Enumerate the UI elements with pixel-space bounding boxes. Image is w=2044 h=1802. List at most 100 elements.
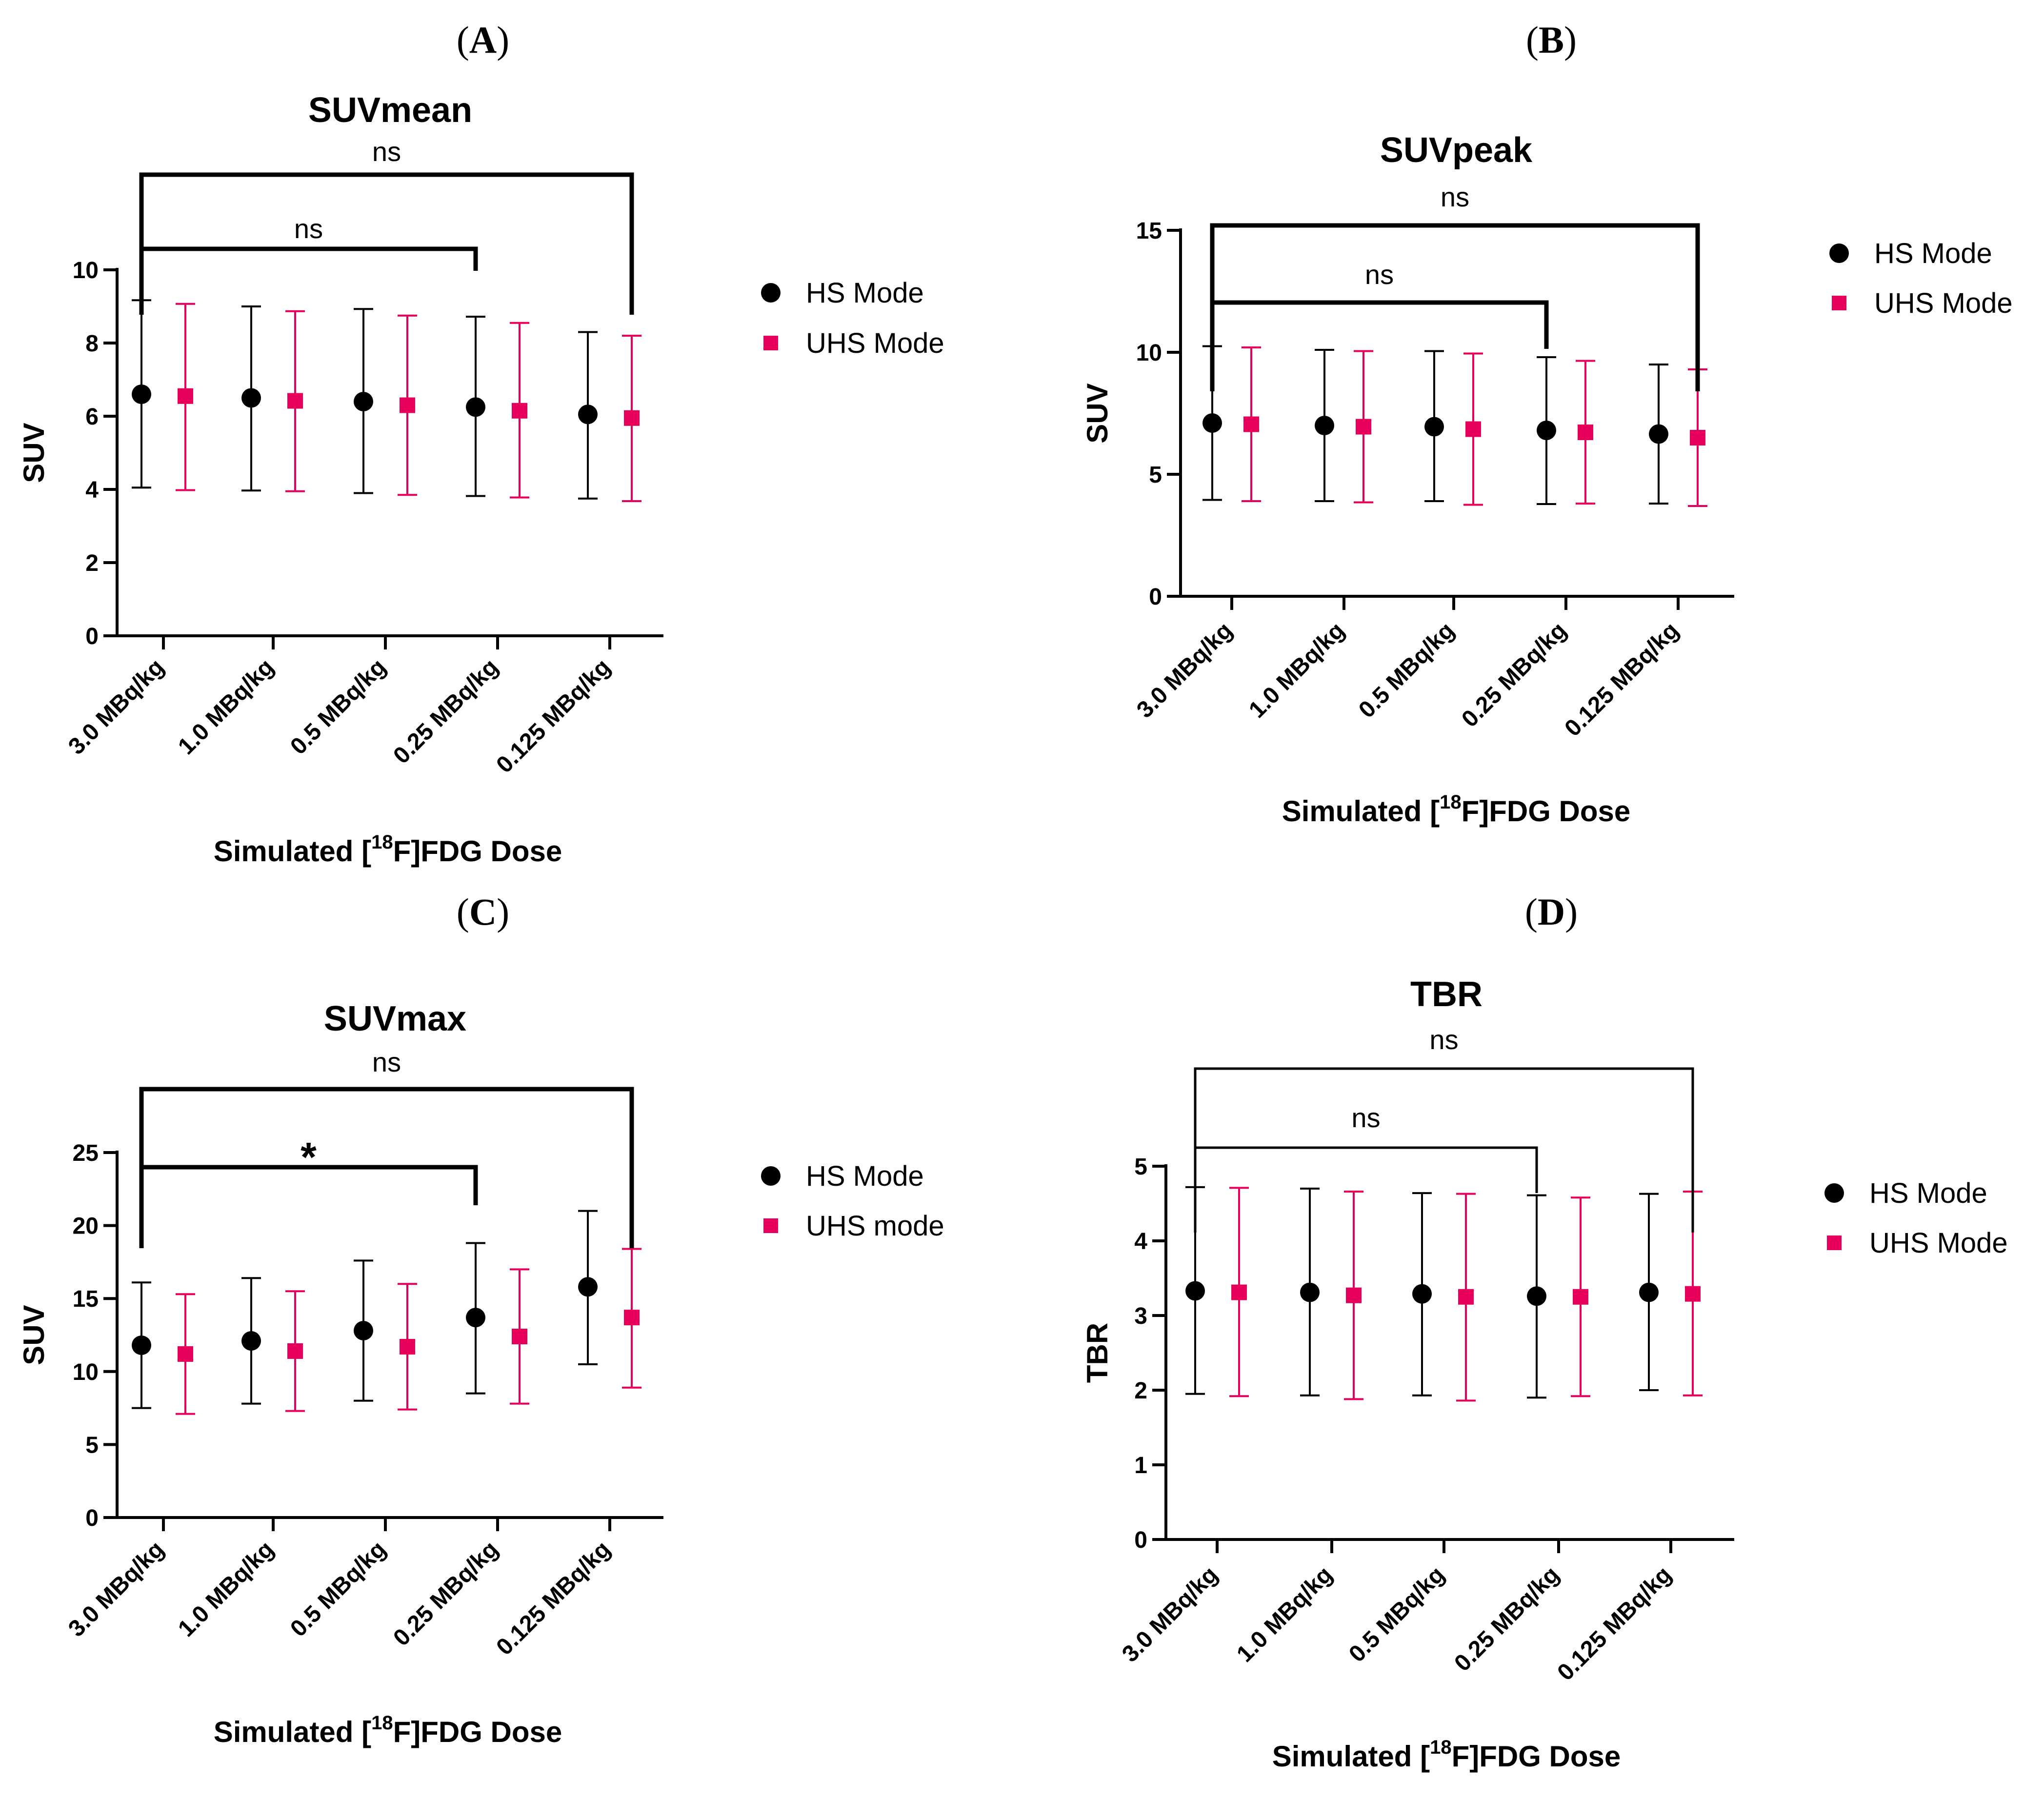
y-tick-label: 2 xyxy=(1134,1378,1147,1404)
significance-bracket xyxy=(1210,300,1549,349)
data-point-hs xyxy=(354,392,373,411)
chart-title: SUVmean xyxy=(308,91,472,130)
significance-label: ns xyxy=(1351,1102,1380,1133)
data-point-uhs xyxy=(178,388,193,404)
data-point-hs xyxy=(1412,1284,1432,1304)
legend-marker-hs xyxy=(761,1166,781,1186)
legend-marker-uhs xyxy=(1827,1235,1842,1250)
data-point-uhs xyxy=(287,1343,303,1359)
data-point-hs xyxy=(354,1321,373,1341)
chart-panel-d: (D) TBR 0 1 2 3 4 5 TBR 3.0 MBq/kg 1.0 MBq/kg 0.5 M… xyxy=(1081,891,2008,1773)
y-tick-label: 10 xyxy=(73,1359,99,1385)
data-point-uhs xyxy=(1356,419,1371,435)
legend: HS Mode UHS Mode xyxy=(1824,1177,2008,1259)
data-point-hs xyxy=(1424,417,1444,437)
data-point-uhs xyxy=(512,403,527,419)
legend: HS Mode UHS Mode xyxy=(761,277,944,359)
data-point-hs xyxy=(466,1308,485,1328)
x-tick-label: 0.25 MBq/kg xyxy=(1449,1561,1564,1677)
data-point-hs xyxy=(132,1335,151,1355)
significance-bracket xyxy=(139,246,478,271)
legend-marker-uhs xyxy=(1832,296,1846,310)
legend: HS Mode UHS Mode xyxy=(1829,238,2013,319)
data-point-uhs xyxy=(624,410,640,426)
x-tick-label: 0.25 MBq/kg xyxy=(388,1536,503,1651)
panel-letter: (A) xyxy=(457,19,509,61)
data-point-hs xyxy=(132,385,151,404)
data-point-uhs xyxy=(624,1310,640,1326)
chart-title: TBR xyxy=(1410,975,1483,1014)
data-point-uhs xyxy=(1243,416,1259,432)
legend: HS Mode UHS mode xyxy=(761,1160,944,1242)
y-axis-label: SUV xyxy=(18,423,50,483)
data-point-hs xyxy=(1537,421,1556,440)
data-point-hs xyxy=(1649,424,1668,444)
data-point-uhs xyxy=(512,1328,527,1344)
x-tick-label: 3.0 MBq/kg xyxy=(63,1536,169,1642)
data-point-uhs xyxy=(1578,425,1593,440)
x-tick-label: 0.125 MBq/kg xyxy=(1552,1561,1676,1685)
y-tick-label: 0 xyxy=(1134,1527,1147,1553)
legend-label-hs: HS Mode xyxy=(806,1160,924,1192)
y-tick-label: 8 xyxy=(85,331,99,357)
y-tick-label: 20 xyxy=(73,1214,99,1239)
chart-title: SUVpeak xyxy=(1380,131,1533,170)
y-tick-label: 2 xyxy=(85,550,99,576)
legend-label-uhs: UHS Mode xyxy=(1869,1227,2008,1259)
y-tick-label: 0 xyxy=(1149,584,1162,610)
legend-label-uhs: UHS mode xyxy=(806,1210,944,1242)
y-axis-label: SUV xyxy=(18,1305,50,1365)
data-point-uhs xyxy=(1685,1286,1701,1302)
legend-marker-uhs xyxy=(763,1218,778,1233)
significance-label: ns xyxy=(1365,259,1394,290)
significance-bracket xyxy=(139,1087,634,1248)
y-tick-label: 4 xyxy=(1134,1229,1147,1255)
chart-title: SUVmax xyxy=(324,999,466,1038)
significance-label: ns xyxy=(1429,1024,1458,1055)
data-point-uhs xyxy=(1690,430,1705,445)
y-tick-label: 5 xyxy=(85,1432,99,1458)
legend-label-uhs: UHS Mode xyxy=(1874,287,2013,319)
y-axis-label: TBR xyxy=(1081,1323,1114,1383)
x-tick-label: 3.0 MBq/kg xyxy=(63,654,169,760)
y-tick-label: 5 xyxy=(1134,1154,1147,1180)
legend-marker-uhs xyxy=(763,336,778,350)
significance-bracket xyxy=(1194,1146,1538,1193)
y-tick-label: 1 xyxy=(1134,1453,1147,1478)
x-tick-label: 0.5 MBq/kg xyxy=(285,1536,391,1642)
data-point-hs xyxy=(578,1277,598,1297)
x-axis-label: Simulated [18F]FDG Dose xyxy=(214,831,562,868)
data-point-hs xyxy=(241,388,261,408)
legend-marker-hs xyxy=(761,283,781,303)
chart-panel-c: (C) SUVmax 0 5 10 15 20 25 SUV 3.0 MBq/kg 1.0 MBq/… xyxy=(18,891,944,1748)
x-tick-label: 0.25 MBq/kg xyxy=(388,654,503,769)
panel-letter: (D) xyxy=(1525,891,1578,933)
y-tick-label: 25 xyxy=(73,1140,99,1166)
x-axis-label: Simulated [18F]FDG Dose xyxy=(1272,1737,1621,1773)
y-tick-label: 10 xyxy=(1136,340,1162,366)
y-tick-label: 15 xyxy=(73,1286,99,1312)
data-point-hs xyxy=(1639,1282,1659,1302)
chart-panel-a: (A) SUVmean 0 2 4 6 8 10 SUV 3.0 MBq/kg 1.0 MBq/kg… xyxy=(18,19,944,868)
data-point-hs xyxy=(1315,416,1334,435)
data-point-uhs xyxy=(1573,1289,1588,1305)
y-tick-label: 4 xyxy=(85,477,99,503)
y-tick-label: 0 xyxy=(85,1505,99,1531)
legend-label-hs: HS Mode xyxy=(1869,1177,1987,1209)
legend-marker-hs xyxy=(1829,243,1849,263)
x-tick-label: 1.0 MBq/kg xyxy=(1232,1561,1338,1667)
y-tick-label: 15 xyxy=(1136,218,1162,244)
x-tick-label: 0.25 MBq/kg xyxy=(1457,617,1572,732)
data-point-uhs xyxy=(400,1338,415,1355)
legend-label-hs: HS Mode xyxy=(806,277,924,309)
data-point-uhs xyxy=(178,1346,193,1362)
significance-label: ns xyxy=(372,136,401,167)
x-tick-label: 1.0 MBq/kg xyxy=(173,654,279,760)
panel-letter: (B) xyxy=(1526,19,1577,61)
data-point-hs xyxy=(578,405,598,425)
data-point-uhs xyxy=(400,397,415,413)
x-axis-label: Simulated [18F]FDG Dose xyxy=(214,1712,562,1748)
data-point-hs xyxy=(1300,1282,1320,1302)
